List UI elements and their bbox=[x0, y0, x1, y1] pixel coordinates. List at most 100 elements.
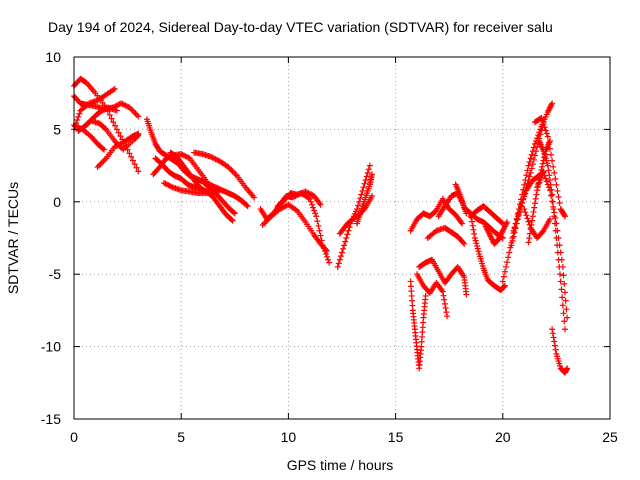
data-point bbox=[558, 256, 565, 263]
series-arc-2 bbox=[71, 85, 118, 133]
x-tick-label: 5 bbox=[177, 429, 185, 445]
data-point bbox=[511, 224, 518, 231]
data-point bbox=[475, 248, 482, 255]
data-point bbox=[512, 220, 519, 227]
data-point bbox=[530, 156, 537, 163]
y-tick-label: 5 bbox=[53, 121, 61, 137]
data-point bbox=[229, 168, 236, 175]
data-point bbox=[323, 253, 330, 260]
data-point bbox=[515, 209, 522, 216]
series-arc-14 bbox=[199, 178, 238, 217]
data-point bbox=[504, 219, 511, 226]
y-tick-label: -10 bbox=[41, 339, 61, 355]
data-point bbox=[560, 310, 567, 317]
data-point bbox=[527, 155, 534, 162]
data-point bbox=[243, 202, 250, 209]
series-arc-20 bbox=[354, 171, 376, 227]
data-point bbox=[528, 165, 535, 172]
data-point bbox=[525, 239, 532, 246]
data-point bbox=[113, 126, 120, 133]
data-point bbox=[364, 169, 371, 176]
data-point bbox=[521, 193, 528, 200]
data-point bbox=[101, 156, 108, 163]
data-point bbox=[564, 314, 571, 321]
data-point bbox=[337, 253, 344, 260]
data-point bbox=[556, 242, 563, 249]
data-point bbox=[504, 259, 511, 266]
data-point bbox=[498, 219, 505, 226]
data-point bbox=[343, 235, 350, 241]
data-point bbox=[529, 217, 536, 224]
data-point bbox=[117, 133, 124, 140]
data-point bbox=[131, 109, 138, 116]
data-point bbox=[359, 187, 366, 194]
data-point bbox=[99, 145, 106, 152]
data-point bbox=[562, 297, 569, 304]
data-point bbox=[463, 291, 470, 298]
data-point bbox=[356, 198, 363, 205]
data-point bbox=[548, 192, 555, 199]
data-point bbox=[531, 204, 538, 211]
data-point bbox=[501, 268, 508, 275]
series-arc-25 bbox=[424, 224, 468, 247]
data-point bbox=[129, 157, 136, 164]
data-point bbox=[460, 239, 467, 246]
data-point bbox=[560, 272, 567, 279]
data-point bbox=[310, 204, 317, 211]
data-point bbox=[530, 208, 537, 215]
data-point bbox=[533, 191, 540, 198]
data-point bbox=[506, 249, 513, 256]
data-point bbox=[558, 286, 565, 293]
data-point bbox=[550, 163, 557, 170]
data-point bbox=[549, 198, 556, 205]
data-point bbox=[551, 209, 558, 216]
data-point bbox=[231, 210, 238, 217]
x-tick-label: 20 bbox=[495, 429, 511, 445]
data-point bbox=[559, 263, 566, 270]
data-point bbox=[537, 131, 544, 138]
data-point bbox=[559, 294, 566, 301]
data-point bbox=[363, 173, 370, 180]
data-point bbox=[361, 180, 368, 187]
data-point bbox=[472, 237, 479, 244]
data-point bbox=[471, 230, 478, 237]
data-point bbox=[522, 190, 529, 197]
data-point bbox=[539, 228, 546, 235]
data-point bbox=[523, 212, 530, 219]
data-point bbox=[510, 227, 517, 234]
data-point bbox=[358, 191, 365, 198]
data-point bbox=[135, 130, 142, 137]
axis-ticks bbox=[73, 56, 611, 420]
data-point bbox=[539, 163, 546, 170]
data-point bbox=[473, 240, 480, 247]
data-point bbox=[501, 283, 508, 290]
series-arc-24 bbox=[416, 256, 470, 298]
data-point bbox=[459, 220, 466, 227]
data-point bbox=[129, 107, 136, 114]
data-point bbox=[342, 238, 349, 245]
data-point bbox=[553, 181, 560, 188]
data-point bbox=[251, 194, 258, 201]
x-tick-label: 0 bbox=[70, 429, 78, 445]
data-point bbox=[126, 150, 133, 157]
data-point bbox=[334, 263, 341, 270]
data-point bbox=[540, 121, 547, 128]
data-point bbox=[499, 278, 506, 285]
data-point bbox=[474, 242, 481, 249]
data-point bbox=[524, 215, 531, 222]
data-point bbox=[529, 213, 536, 220]
data-point bbox=[75, 113, 82, 120]
data-point bbox=[317, 232, 324, 239]
data-point bbox=[135, 168, 142, 175]
data-point bbox=[554, 187, 561, 194]
series-arc-30 bbox=[482, 219, 511, 247]
data-point bbox=[344, 231, 351, 238]
data-point bbox=[545, 184, 552, 191]
data-point bbox=[244, 203, 251, 210]
data-point bbox=[543, 130, 550, 137]
data-point bbox=[525, 218, 532, 225]
data-point bbox=[561, 212, 568, 219]
data-point bbox=[514, 213, 521, 220]
data-point bbox=[131, 161, 138, 168]
data-point bbox=[94, 164, 101, 171]
